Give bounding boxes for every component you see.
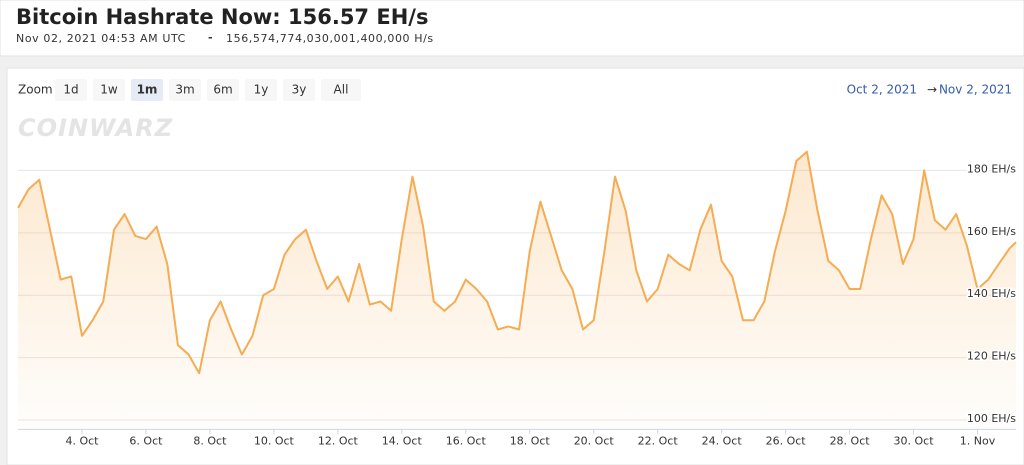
zoom-button[interactable] (93, 79, 125, 101)
timestamp: Nov 02, 2021 04:53 AM UTC (16, 32, 186, 45)
zoom-button[interactable] (245, 79, 277, 101)
zoom-button[interactable] (55, 79, 87, 101)
zoom-button-label[interactable]: 3m (175, 83, 194, 97)
x-tick-label: 10. Oct (254, 434, 295, 447)
x-tick-label: 4. Oct (65, 434, 99, 447)
zoom-button[interactable] (169, 79, 201, 101)
range-to[interactable]: Nov 2, 2021 (939, 83, 1012, 97)
zoom-button-label[interactable]: 6m (213, 83, 232, 97)
line (17, 150, 1017, 375)
hashrate-full: 156,574,774,030,001,400,000 H/s (226, 32, 434, 45)
x-tick-label: 8. Oct (193, 434, 227, 447)
range-arrow: → (927, 83, 937, 97)
x-tick-label: 30. Oct (894, 434, 935, 447)
zoom-button[interactable] (207, 79, 239, 101)
page-title: Bitcoin Hashrate Now: 156.57 EH/s (16, 5, 428, 29)
x-tick-label: 18. Oct (510, 434, 551, 447)
zoom-button-label[interactable]: 1d (63, 83, 78, 97)
plot: 4. Oct 6. Oct 8. Oct 10. Oct 12. Oct 14. Oct 1… (17, 150, 1018, 447)
range-from[interactable]: Oct 2, 2021 (847, 83, 917, 97)
x-tick-label: 22. Oct (638, 434, 679, 447)
zoom-button[interactable] (131, 79, 163, 101)
zoom-button-label[interactable]: All (334, 83, 349, 97)
x-tick-label: 14. Oct (382, 434, 423, 447)
zoom-button-label[interactable]: 1y (254, 83, 269, 97)
zoom-buttons: 1d 1w 1m 3m 6m 1y 3y All (55, 79, 361, 101)
area (18, 151, 1016, 430)
x-tick-label: 28. Oct (830, 434, 871, 447)
y-tick-label: 160 EH/s (967, 225, 1016, 238)
y-tick-label: 120 EH/s (967, 350, 1016, 363)
zoom-button-label[interactable]: 1w (100, 83, 118, 97)
y-tick-label: 180 EH/s (967, 162, 1016, 175)
x-tick-label: 12. Oct (318, 434, 359, 447)
x-tick-label: 16. Oct (446, 434, 487, 447)
zoom-button[interactable] (321, 79, 361, 101)
separator: - (208, 31, 213, 44)
x-tick-label: 26. Oct (766, 434, 807, 447)
zoom-button-label[interactable]: 3y (292, 83, 307, 97)
zoom-button-label[interactable]: 1m (137, 83, 158, 97)
zoom-label: Zoom (18, 83, 53, 97)
x-tick-label: 1. Nov (960, 434, 996, 447)
y-tick-label: 100 EH/s (967, 412, 1016, 425)
x-tick-label: 6. Oct (129, 434, 163, 447)
header-card (0, 0, 1024, 57)
y-tick-label: 140 EH/s (967, 287, 1016, 300)
zoom-button[interactable] (283, 79, 315, 101)
x-tick-label: 20. Oct (574, 434, 615, 447)
x-tick-label: 24. Oct (702, 434, 743, 447)
watermark: COINWARZ (18, 114, 173, 142)
